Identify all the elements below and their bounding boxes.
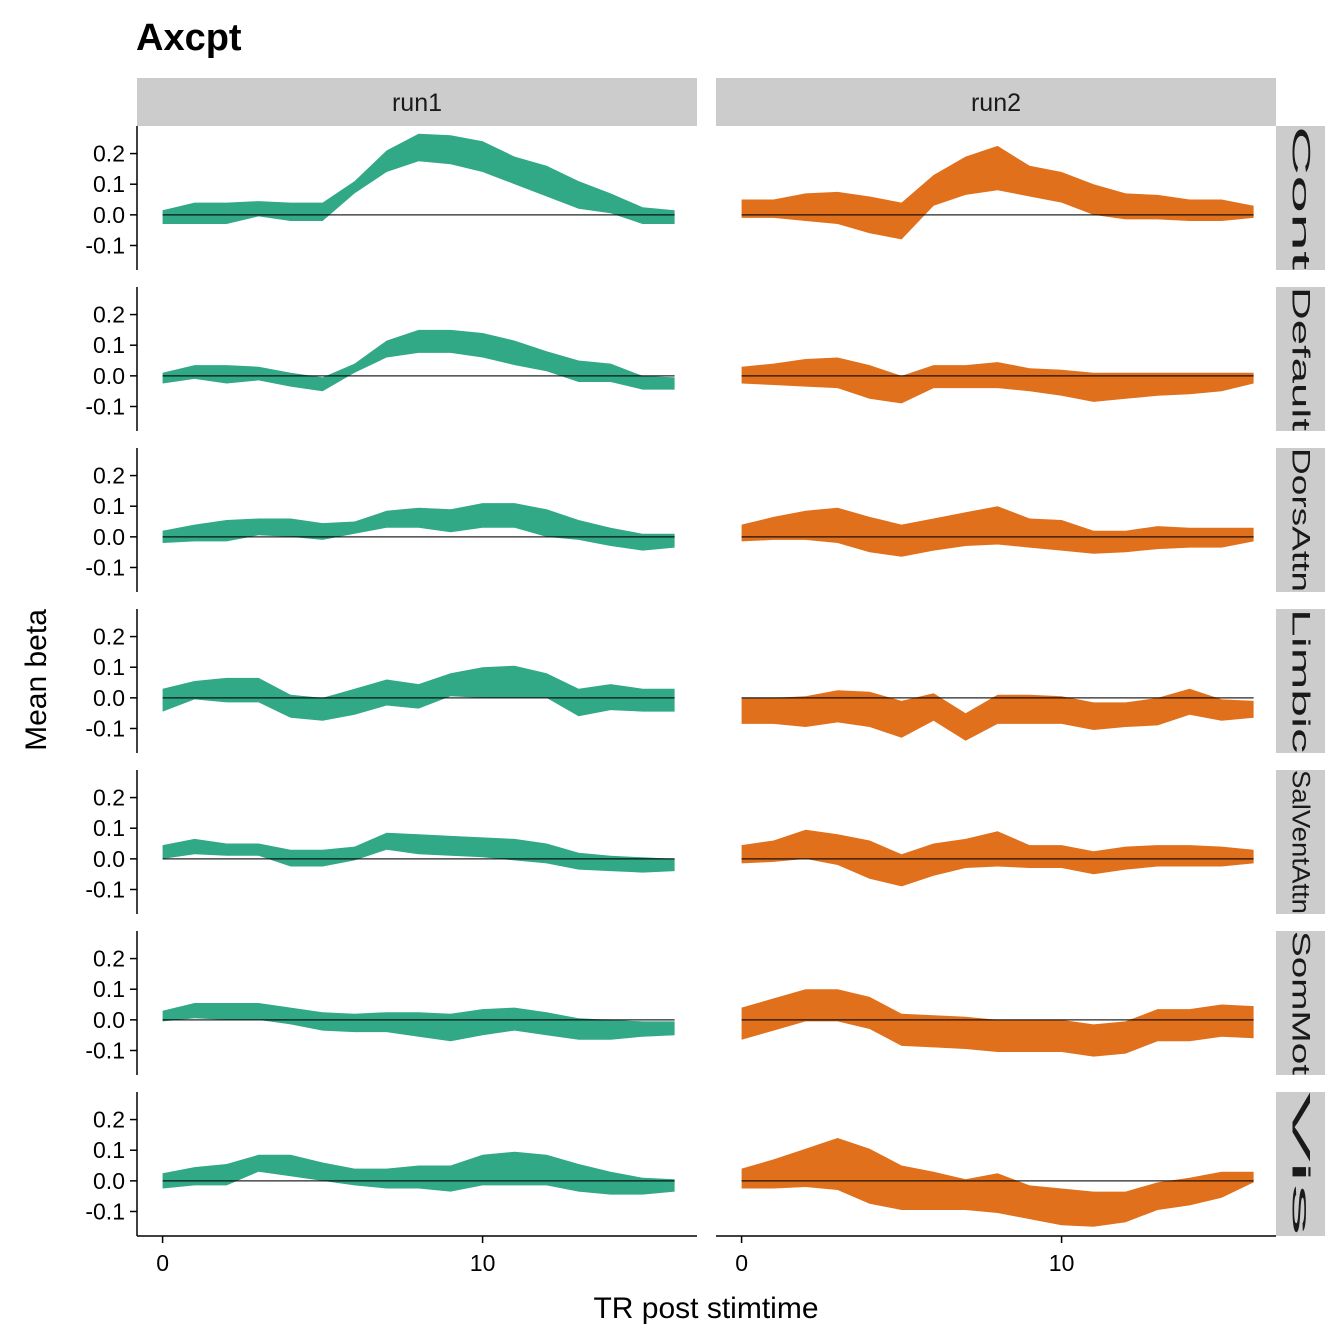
y-tick-label: 0.2 — [93, 463, 125, 489]
strip-Limbic — [1276, 609, 1325, 753]
strip-Vis — [1276, 1092, 1325, 1236]
y-tick-label: 0.0 — [93, 846, 125, 872]
strip-label-Limbic: Limbic — [1287, 609, 1315, 753]
y-tick-label: -0.1 — [85, 232, 125, 258]
ribbon-Limbic-run2 — [741, 688, 1254, 741]
strip-run2 — [716, 78, 1276, 126]
y-tick-label: 0.1 — [93, 171, 125, 197]
y-tick-label: 0.0 — [93, 202, 125, 228]
ribbon-SalVentAttn-run1 — [162, 832, 675, 873]
y-tick-label: 0.0 — [93, 524, 125, 550]
x-tick-label: 10 — [1049, 1250, 1075, 1276]
y-tick-label: -0.1 — [85, 1198, 125, 1224]
strip-label-run2: run2 — [971, 89, 1021, 117]
y-tick-label: 0.2 — [93, 785, 125, 811]
y-tick-label: 0.0 — [93, 1007, 125, 1033]
strip-DorsAttn — [1276, 448, 1325, 592]
strip-label-Cont: Cont — [1287, 126, 1315, 270]
ribbon-Default-run1 — [162, 329, 675, 392]
ribbon-Vis-run1 — [162, 1151, 675, 1195]
x-tick-label: 10 — [470, 1250, 496, 1276]
y-axis-title: Mean beta — [20, 609, 53, 751]
y-tick-label: 0.1 — [93, 332, 125, 358]
ribbon-DorsAttn-run2 — [741, 506, 1254, 557]
strip-label-SalVentAttn: SalVentAttn — [1287, 770, 1315, 914]
x-tick-label: 0 — [735, 1250, 748, 1276]
ribbon-Limbic-run1 — [162, 665, 675, 721]
ribbon-SomMot-run2 — [741, 989, 1254, 1057]
strip-Cont — [1276, 126, 1325, 270]
y-tick-label: -0.1 — [85, 876, 125, 902]
y-tick-label: -0.1 — [85, 554, 125, 580]
ribbon-SomMot-run1 — [162, 1003, 675, 1042]
ribbon-SalVentAttn-run2 — [741, 829, 1254, 887]
y-tick-label: 0.2 — [93, 141, 125, 167]
ribbon-Cont-run1 — [162, 133, 675, 224]
strip-label-DorsAttn: DorsAttn — [1287, 448, 1315, 592]
strip-SalVentAttn — [1276, 770, 1325, 914]
y-tick-label: 0.0 — [93, 685, 125, 711]
y-tick-label: 0.0 — [93, 363, 125, 389]
y-tick-label: -0.1 — [85, 715, 125, 741]
ribbon-DorsAttn-run1 — [162, 503, 675, 551]
y-tick-label: 0.1 — [93, 1137, 125, 1163]
x-tick-label: 0 — [156, 1250, 169, 1276]
y-tick-label: 0.2 — [93, 302, 125, 328]
y-tick-label: 0.0 — [93, 1168, 125, 1194]
strip-label-SomMot: SomMot — [1287, 931, 1315, 1075]
strip-label-Vis: Vis — [1287, 1092, 1315, 1236]
y-tick-label: 0.2 — [93, 946, 125, 972]
ribbon-Cont-run2 — [741, 145, 1254, 240]
strip-label-run1: run1 — [392, 89, 442, 117]
ribbon-Vis-run2 — [741, 1138, 1254, 1227]
strip-SomMot — [1276, 931, 1325, 1075]
strip-run1 — [137, 78, 697, 126]
strip-label-Default: Default — [1287, 287, 1315, 431]
x-axis-title: TR post stimtime — [593, 1292, 818, 1325]
y-tick-label: 0.2 — [93, 624, 125, 650]
y-tick-label: -0.1 — [85, 1037, 125, 1063]
y-tick-label: 0.1 — [93, 976, 125, 1002]
y-tick-label: -0.1 — [85, 393, 125, 419]
y-tick-label: 0.1 — [93, 654, 125, 680]
y-tick-label: 0.2 — [93, 1107, 125, 1133]
ribbon-Default-run2 — [741, 357, 1254, 404]
chart-title: Axcpt — [136, 17, 242, 59]
strip-Default — [1276, 287, 1325, 431]
y-tick-label: 0.1 — [93, 815, 125, 841]
y-tick-label: 0.1 — [93, 493, 125, 519]
